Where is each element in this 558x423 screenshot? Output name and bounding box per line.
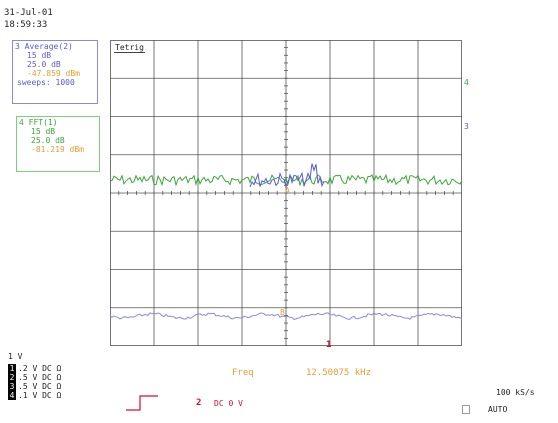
channel-row-2[interactable]: 2.5 V DC Ω	[8, 373, 61, 382]
trace-title: Average(2)	[24, 42, 73, 51]
marker-a[interactable]: A	[285, 186, 290, 195]
rising-edge-icon	[126, 395, 158, 411]
channel-settings: .5 V DC Ω	[18, 382, 62, 391]
marker-b[interactable]: B	[280, 308, 285, 317]
timestamp-date: 31-Jul-01	[4, 8, 53, 18]
right-marker-green: 4	[464, 78, 469, 87]
trace-line-1: 15 dB	[27, 51, 52, 60]
trace-info-box-fft[interactable]: 4 FFT(1) 15 dB 25.0 dB -81.219 dBm	[16, 116, 100, 172]
channel-row-1[interactable]: 1.2 V DC Ω	[8, 364, 61, 373]
trace-line-2: 25.0 dB	[31, 136, 65, 145]
trace-footer: sweeps: 1000	[17, 78, 75, 87]
channel-settings: .1 V DC Ω	[18, 391, 62, 400]
trace-title: FFT(1)	[28, 118, 58, 127]
trace-id-badge: 4	[19, 118, 24, 127]
trace-value: -81.219 dBm	[31, 145, 84, 154]
square-indicator-icon	[462, 405, 470, 414]
trace-line-1: 15 dB	[31, 127, 56, 136]
trace-info-box-average[interactable]: 3 Average(2) 15 dB 25.0 dB -47.859 dBm s…	[12, 40, 98, 104]
channel-list: 1.2 V DC Ω 2.5 V DC Ω 3.5 V DC Ω 4.1 V D…	[8, 364, 61, 400]
trigger-label: Tetrig	[114, 43, 145, 53]
channel-badge: 2	[8, 373, 16, 382]
scope-grid-svg	[109, 39, 463, 347]
channel-badge: 1	[8, 364, 16, 373]
scope-display[interactable]	[109, 39, 463, 347]
trigger-coupling: DC 0 V	[214, 399, 243, 408]
timestamp-time: 18:59:33	[4, 20, 48, 30]
green-spectrum-trace	[109, 173, 463, 187]
bottom-waveform-trace	[109, 312, 463, 320]
channel-badge: 3	[8, 382, 16, 391]
channel-badge: 4	[8, 391, 16, 400]
trace-line-2: 25.0 dB	[27, 60, 61, 69]
channel-settings: .2 V DC Ω	[18, 364, 62, 373]
scale-header: 1 V	[8, 352, 23, 361]
channel-row-4[interactable]: 4.1 V DC Ω	[8, 391, 61, 400]
trace-value: -47.859 dBm	[27, 69, 80, 78]
trigger-channel[interactable]: 2	[196, 398, 202, 408]
freq-label: Freq	[232, 368, 254, 378]
trigger-position-arrow[interactable]: 1	[326, 340, 332, 350]
blue-spectrum-trace	[249, 163, 325, 189]
sample-rate: 100 kS/s	[496, 388, 535, 397]
trace-id-badge: 3	[15, 42, 20, 51]
right-marker-blue: 3	[464, 122, 469, 131]
freq-value: 12.50075 kHz	[306, 368, 372, 378]
trigger-mode[interactable]: AUTO	[488, 405, 508, 414]
channel-row-3[interactable]: 3.5 V DC Ω	[8, 382, 61, 391]
center-ticks	[109, 39, 454, 347]
channel-settings: .5 V DC Ω	[18, 373, 62, 382]
